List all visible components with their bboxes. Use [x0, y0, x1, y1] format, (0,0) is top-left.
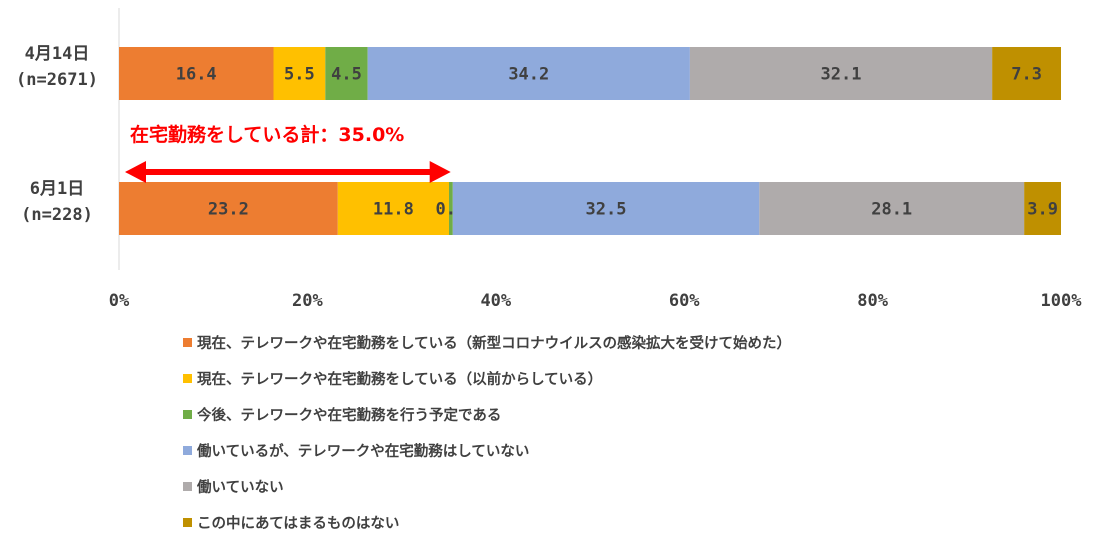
- annotation-arrow: [125, 161, 451, 183]
- legend-label: 働いていない: [197, 479, 284, 496]
- legend-swatch: [183, 481, 192, 491]
- x-tick-label: 100%: [1041, 291, 1083, 311]
- data-label: 5.5: [284, 65, 315, 85]
- bars-layer: 16.4 5.5 4.5 34.2 32.1 7.323.2 11.8 0.4 32.5 28.1…: [119, 47, 1061, 235]
- annotation-text: 在宅勤務をしている計：35.0%: [130, 124, 405, 146]
- bar-segment: [119, 182, 338, 235]
- legend-label: 現在、テレワークや在宅勤務をしている（以前からしている）: [197, 371, 603, 388]
- legend-swatch: [183, 445, 192, 455]
- data-label: 28.1: [871, 200, 912, 220]
- bar-segment: [449, 182, 453, 235]
- legend-label: 今後、テレワークや在宅勤務を行う予定である: [197, 407, 502, 424]
- bar-segment: [452, 182, 760, 235]
- category-label-1: 6月1日 (n=228): [2, 176, 112, 228]
- legend-item: 現在、テレワークや在宅勤務をしている（新型コロナウイルスの感染拡大を受けて始めた…: [183, 330, 791, 354]
- bar-segment: [759, 182, 1025, 235]
- bar-segment: [273, 47, 326, 100]
- bar-segment: [992, 47, 1061, 100]
- legend-label: 働いているが、テレワークや在宅勤務はしていない: [197, 443, 530, 460]
- legend-item: この中にあてはまるものはない: [183, 510, 791, 534]
- data-label: 4.5: [331, 65, 362, 85]
- category-label-0-n: (n=2671): [16, 70, 98, 90]
- legend-item: 働いていない: [183, 474, 791, 498]
- legend-item: 今後、テレワークや在宅勤務を行う予定である: [183, 402, 791, 426]
- x-tick-label: 60%: [669, 291, 700, 311]
- legend-label: この中にあてはまるものはない: [197, 515, 400, 532]
- category-label-0-date: 4月14日: [24, 44, 90, 64]
- x-axis-ticks: 0% 20% 40% 60% 80% 100%: [109, 291, 1082, 311]
- x-tick-label: 20%: [292, 291, 323, 311]
- category-label-1-n: (n=228): [21, 205, 93, 225]
- data-label: 32.5: [586, 200, 627, 220]
- bar-segment: [689, 47, 993, 100]
- data-label: 3.9: [1027, 200, 1058, 220]
- data-label: 16.4: [176, 65, 217, 85]
- legend: 現在、テレワークや在宅勤務をしている（新型コロナウイルスの感染拡大を受けて始めた…: [183, 330, 791, 546]
- data-label: 11.8: [373, 200, 414, 220]
- bar-segment: [367, 47, 690, 100]
- x-tick-label: 80%: [857, 291, 888, 311]
- x-tick-label: 40%: [480, 291, 511, 311]
- bar-segment: [1024, 182, 1061, 235]
- bar-segment: [337, 182, 450, 235]
- x-tick-label: 0%: [109, 291, 130, 311]
- category-label-0: 4月14日 (n=2671): [2, 41, 112, 93]
- data-label: 34.2: [508, 65, 549, 85]
- legend-swatch: [183, 373, 192, 383]
- data-label: 7.3: [1011, 65, 1042, 85]
- legend-swatch: [183, 517, 192, 527]
- bar-segment: [325, 47, 368, 100]
- stacked-bar-chart: 16.4 5.5 4.5 34.2 32.1 7.323.2 11.8 0.4 32.5 28.1…: [109, 8, 1082, 311]
- category-label-1-date: 6月1日: [29, 179, 85, 199]
- legend-label: 現在、テレワークや在宅勤務をしている（新型コロナウイルスの感染拡大を受けて始めた…: [197, 335, 792, 352]
- legend-swatch: [183, 409, 192, 419]
- legend-item: 現在、テレワークや在宅勤務をしている（以前からしている）: [183, 366, 791, 390]
- data-label: 23.2: [208, 200, 249, 220]
- bar-segment: [119, 47, 274, 100]
- legend-item: 働いているが、テレワークや在宅勤務はしていない: [183, 438, 791, 462]
- legend-swatch: [183, 337, 192, 347]
- data-label: 32.1: [821, 65, 862, 85]
